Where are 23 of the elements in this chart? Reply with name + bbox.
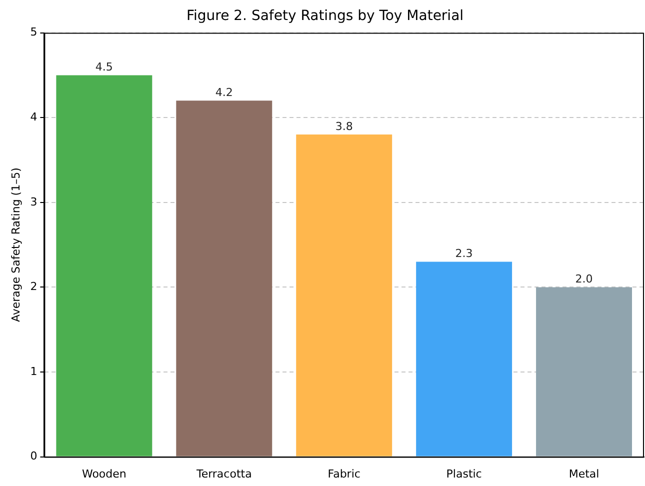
x-tick-label: Plastic	[446, 467, 482, 480]
y-tick-label: 1	[30, 364, 38, 378]
y-tick-label: 0	[30, 450, 38, 463]
x-tick-label: Fabric	[328, 467, 360, 480]
data-label: 4.5	[95, 60, 113, 74]
bar	[296, 134, 392, 456]
chart-title: Figure 2. Safety Ratings by Toy Material	[186, 8, 464, 24]
data-label: 3.8	[335, 120, 353, 133]
y-tick-label: 2	[30, 280, 38, 294]
x-tick-label: Metal	[568, 467, 600, 480]
x-tick-label: Wooden	[82, 467, 126, 480]
bar	[56, 75, 152, 456]
data-label: 2.3	[455, 247, 473, 260]
data-label: 4.2	[215, 86, 233, 99]
y-tick-label: 5	[30, 26, 38, 39]
data-label: 2.0	[575, 272, 593, 286]
y-axis-title: Average Safety Rating (1–5)	[9, 168, 22, 322]
y-tick-label: 4	[30, 110, 38, 124]
bar	[416, 262, 512, 456]
x-tick-label: Terracotta	[195, 467, 252, 480]
bar	[536, 287, 632, 456]
y-tick-label: 3	[30, 195, 38, 208]
bar	[176, 100, 272, 456]
